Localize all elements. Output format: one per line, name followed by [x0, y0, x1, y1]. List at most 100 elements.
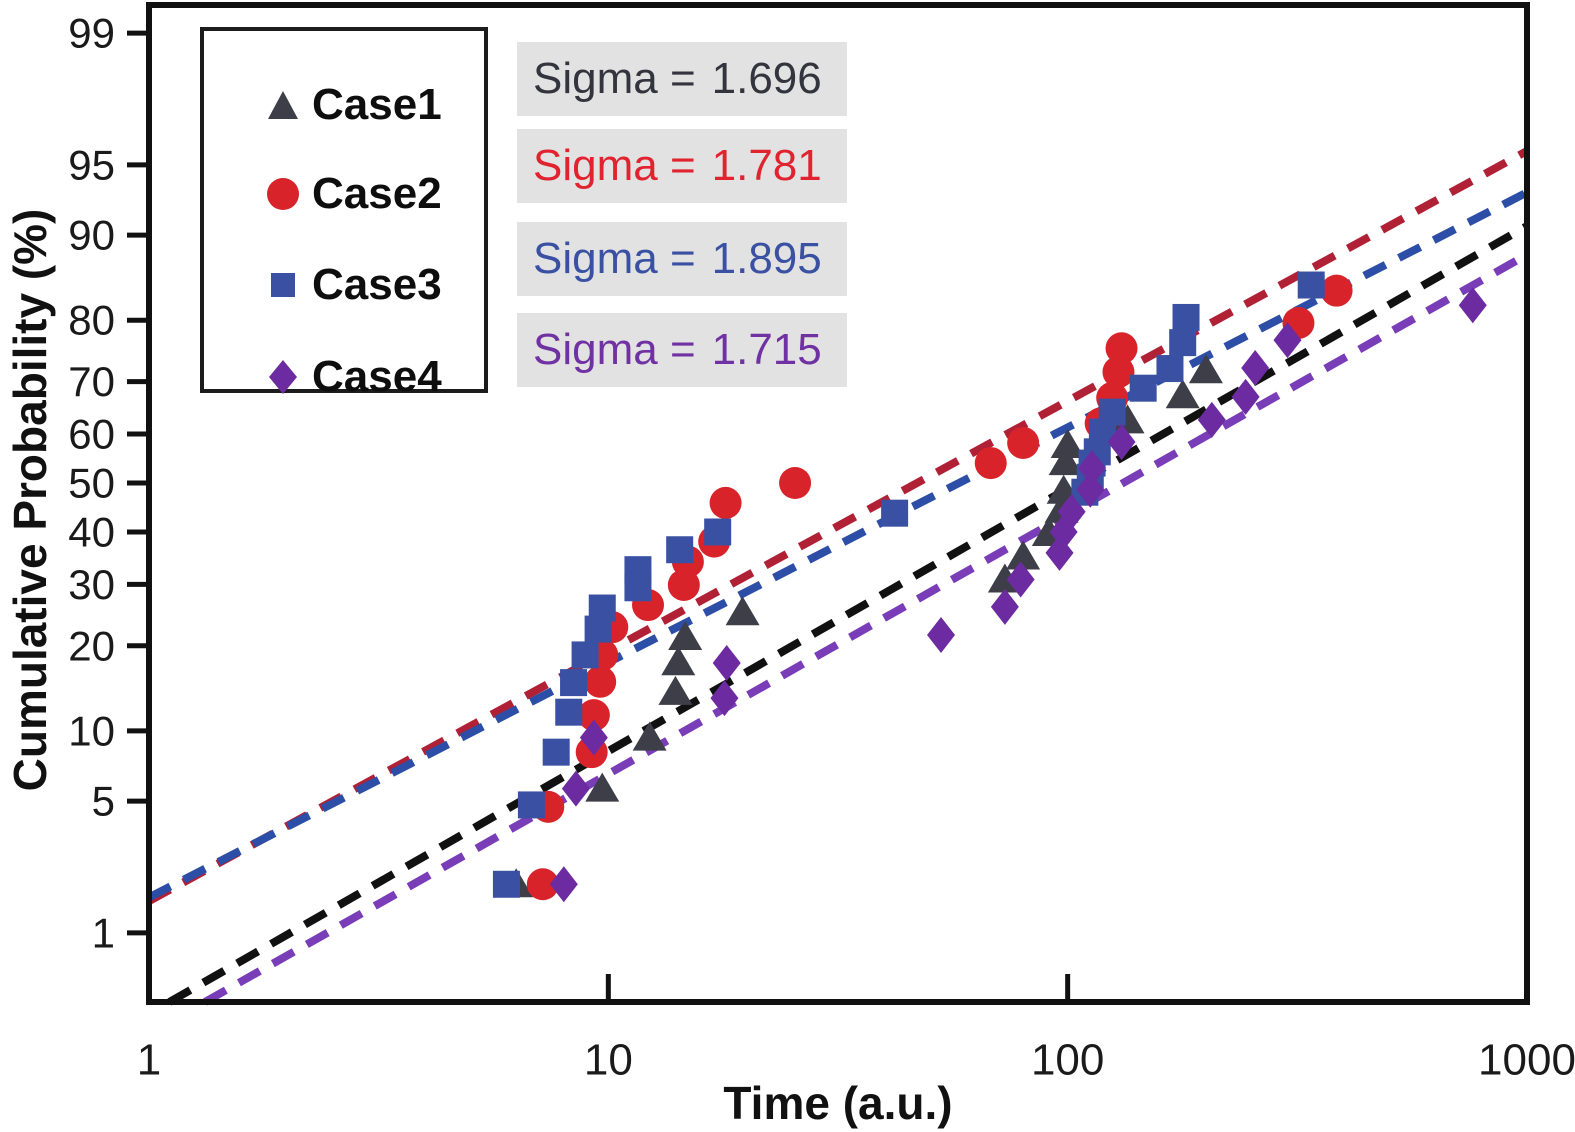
data-point-case3 — [1129, 374, 1157, 402]
data-point-case4 — [1006, 561, 1035, 598]
data-point-case3 — [571, 641, 599, 669]
data-point-case3 — [704, 518, 732, 546]
y-tick-label-30: 30 — [68, 561, 115, 608]
x-axis-title: Time (a.u.) — [723, 1077, 953, 1129]
x-tick-label-100: 100 — [1031, 1036, 1104, 1085]
y-tick-label-80: 80 — [68, 297, 115, 344]
data-point-case3 — [492, 870, 520, 898]
data-point-case4 — [1078, 449, 1107, 486]
data-point-case2 — [1102, 355, 1135, 388]
data-point-case3 — [1169, 329, 1197, 357]
data-point-case1 — [668, 620, 703, 650]
legend-label-case2: Case2 — [312, 169, 442, 218]
y-tick-label-1: 1 — [92, 909, 115, 956]
sigma-label-case3: Sigma = — [533, 234, 696, 283]
data-point-case4 — [1057, 493, 1086, 530]
y-tick-label-20: 20 — [68, 622, 115, 669]
plot-frame — [146, 2, 1530, 1005]
data-point-case1 — [1110, 404, 1145, 434]
fit-line-case2 — [147, 147, 1529, 905]
data-point-case4 — [710, 680, 739, 717]
sigma-annotation-case1: Sigma = 1.696 — [517, 42, 847, 116]
data-point-case4 — [1273, 322, 1302, 359]
data-point-case3 — [588, 594, 616, 622]
data-point-case1 — [658, 675, 693, 705]
y-tick-label-50: 50 — [68, 460, 115, 507]
data-point-case3 — [555, 698, 583, 726]
data-point-case4 — [1458, 287, 1487, 324]
data-point-case4 — [990, 588, 1019, 625]
data-point-case3 — [624, 556, 652, 584]
data-point-case4 — [1076, 471, 1105, 508]
data-point-case1 — [1165, 379, 1200, 409]
data-point-case1 — [661, 646, 696, 676]
data-point-case4 — [1107, 423, 1136, 460]
data-point-case4 — [561, 770, 590, 807]
y-tick-label-70: 70 — [68, 358, 115, 405]
y-tick-label-10: 10 — [68, 707, 115, 754]
legend-item-case3: Case3 — [266, 260, 442, 309]
data-point-case1 — [1048, 446, 1083, 476]
data-point-case3 — [1297, 271, 1325, 299]
fit-line-case1 — [167, 222, 1529, 1006]
sigma-label-case2: Sigma = — [533, 141, 696, 190]
legend-label-case4: Case4 — [312, 352, 442, 401]
data-point-case3 — [560, 669, 588, 697]
sigma-label-case4: Sigma = — [533, 325, 696, 374]
x-tick-label-10: 10 — [584, 1036, 633, 1085]
data-point-case1 — [585, 772, 620, 802]
data-point-case4 — [1231, 378, 1260, 415]
fit-line-case4 — [202, 251, 1529, 1006]
case4-diamond-icon — [269, 360, 297, 394]
data-point-case2 — [526, 868, 559, 901]
legend-label-case1: Case1 — [312, 80, 442, 129]
data-point-case3 — [517, 791, 545, 819]
data-point-case2 — [1320, 274, 1353, 307]
y-axis-title: Cumulative Probability (%) — [4, 208, 56, 792]
data-point-case2 — [779, 467, 812, 499]
data-point-case4 — [549, 866, 578, 903]
data-point-case2 — [1007, 426, 1040, 459]
y-tick-label-90: 90 — [68, 212, 115, 259]
legend-item-case1: Case1 — [266, 80, 442, 129]
data-point-case1 — [632, 721, 667, 751]
sigma-annotation-case3: Sigma = 1.895 — [517, 222, 847, 296]
sigma-value-case3: 1.895 — [711, 234, 822, 283]
case1-triangle-icon — [268, 91, 298, 119]
data-point-case1 — [1188, 354, 1223, 384]
x-tick-label-1000: 1000 — [1478, 1036, 1575, 1085]
y-tick-label-5: 5 — [92, 778, 115, 825]
data-point-case4 — [712, 645, 741, 682]
legend-item-case4: Case4 — [266, 352, 442, 401]
data-point-case3 — [542, 738, 570, 766]
data-point-case1 — [1050, 428, 1085, 458]
sigma-value-case1: 1.696 — [711, 54, 822, 103]
data-point-case2 — [974, 447, 1007, 480]
sigma-annotation-case4: Sigma = 1.715 — [517, 313, 847, 387]
sigma-annotation-case2: Sigma = 1.781 — [517, 129, 847, 203]
y-tick-label-99: 99 — [68, 10, 115, 57]
y-tick-label-60: 60 — [68, 411, 115, 458]
y-tick-label-95: 95 — [68, 141, 115, 188]
data-point-case3 — [1156, 355, 1184, 383]
data-point-case2 — [577, 699, 610, 732]
legend-label-case3: Case3 — [312, 260, 442, 309]
data-point-case2 — [709, 486, 742, 519]
data-point-case3 — [1172, 303, 1200, 331]
data-point-case3 — [666, 536, 694, 564]
sigma-value-case2: 1.781 — [711, 141, 822, 190]
data-point-case4 — [1241, 349, 1270, 386]
data-point-case2 — [1105, 332, 1138, 365]
sigma-value-case4: 1.715 — [711, 325, 822, 374]
data-point-case2 — [584, 665, 617, 698]
data-point-case4 — [927, 616, 956, 653]
data-point-case1 — [1006, 540, 1041, 570]
data-point-case4 — [1197, 401, 1226, 438]
legend-item-case2: Case2 — [266, 169, 442, 218]
case3-square-icon — [271, 273, 295, 297]
data-point-case3 — [881, 499, 909, 527]
case2-circle-icon — [267, 178, 299, 210]
data-point-case4 — [579, 719, 608, 756]
